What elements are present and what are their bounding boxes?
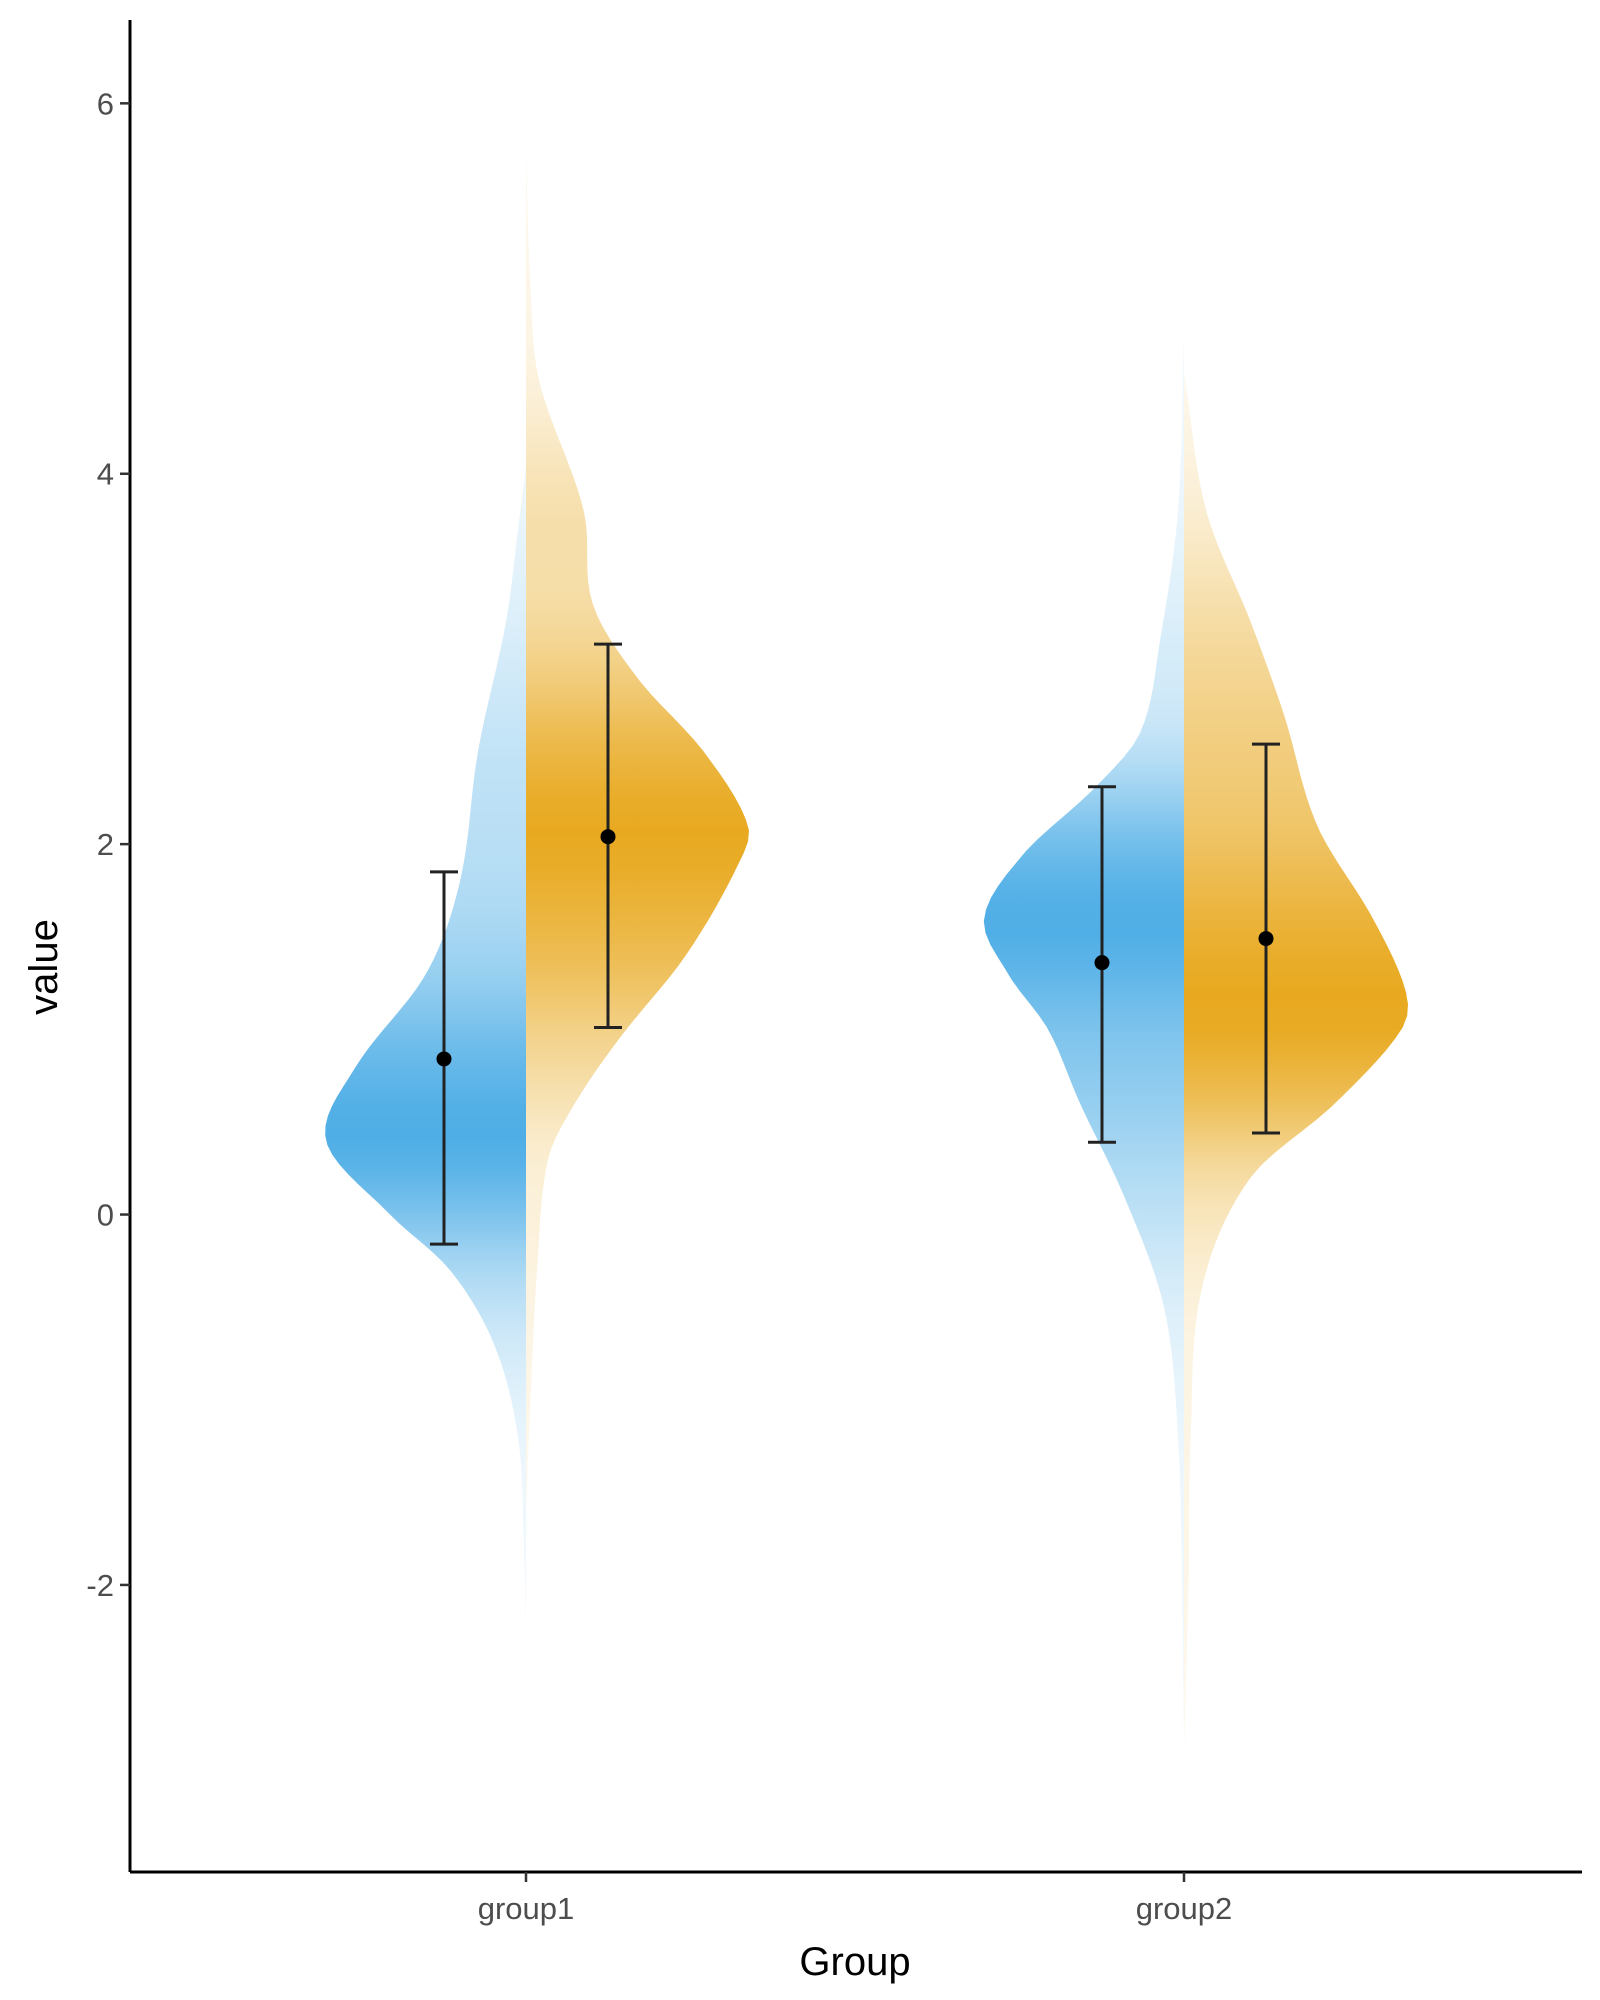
errorbar-left-group1	[430, 870, 458, 1246]
y-tick-label: 4	[97, 457, 114, 492]
violin-right-group1	[526, 149, 749, 1511]
violin-right-group2	[1184, 371, 1408, 1752]
violin-left-group1	[325, 464, 526, 1632]
y-tick-label: 2	[97, 827, 114, 862]
x-tick-label-group2: group2	[1136, 1891, 1233, 1926]
errorbar-right-group2	[1252, 742, 1280, 1135]
violin-left-group2	[983, 334, 1184, 1743]
mean-point-right-group2	[1258, 931, 1274, 947]
y-axis-title: value	[22, 919, 66, 1015]
axes-layer: -2 0 2 4 6 group1 group2	[86, 20, 1582, 1926]
errorbar-layer	[430, 642, 1280, 1246]
mean-point-left-group2	[1094, 955, 1110, 971]
violin-layer	[325, 149, 1408, 1752]
mean-point-right-group1	[600, 829, 616, 845]
mean-point-left-group1	[436, 1051, 452, 1067]
errorbar-left-group2	[1088, 785, 1116, 1144]
y-tick-label: 6	[97, 86, 114, 121]
x-axis-title: Group	[799, 1940, 910, 1984]
y-tick-label: 0	[97, 1198, 114, 1233]
errorbar-right-group1	[594, 642, 622, 1029]
x-tick-label-group1: group1	[478, 1891, 575, 1926]
y-tick-label: -2	[86, 1568, 114, 1603]
